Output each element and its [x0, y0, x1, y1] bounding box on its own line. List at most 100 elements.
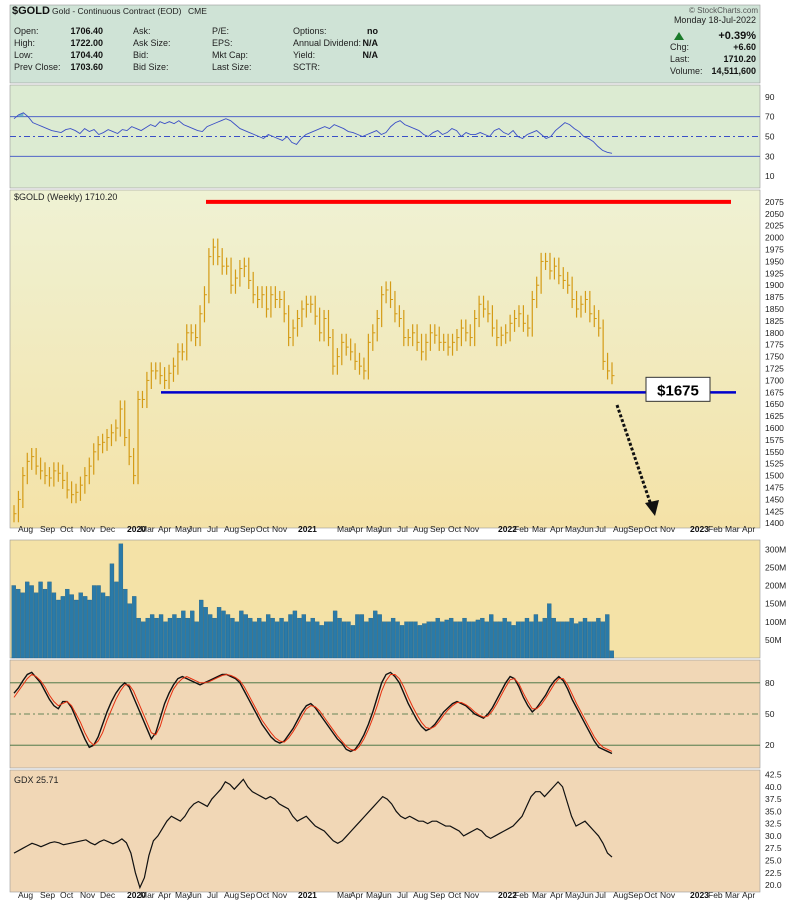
- x-tick-label: Jun: [378, 524, 392, 534]
- x-tick-label: Jul: [397, 890, 408, 900]
- y-tick-label: 1600: [765, 423, 784, 433]
- volume-bar: [149, 614, 155, 659]
- rsi-line: [13, 112, 613, 154]
- y-tick-label: 50M: [765, 635, 782, 645]
- volume-bar: [556, 621, 561, 659]
- volume-bar: [25, 581, 30, 659]
- y-tick-label: 1950: [765, 256, 784, 266]
- x-tick-label: Oct: [256, 890, 270, 900]
- y-tick-label: 150M: [765, 599, 786, 609]
- volume-bar: [252, 621, 257, 659]
- x-tick-label: Mar: [532, 890, 547, 900]
- volume-bar: [390, 617, 396, 659]
- field-label: Prev Close:: [14, 62, 61, 72]
- y-tick-label: 35.0: [765, 806, 782, 816]
- y-tick-label: 100M: [765, 617, 786, 627]
- x-tick-label: Sep: [240, 524, 255, 534]
- field-label: SCTR:: [293, 62, 320, 72]
- x-tick-label: Mar: [725, 890, 740, 900]
- x-tick-label: 2023: [690, 890, 709, 900]
- volume-bar: [359, 614, 365, 659]
- volume-bar: [480, 617, 485, 659]
- field-label: EPS:: [212, 38, 233, 48]
- field-value: 1706.40: [70, 26, 103, 36]
- volume-bar: [395, 621, 400, 659]
- volume-bar: [181, 610, 186, 659]
- y-tick-label: 1675: [765, 387, 784, 397]
- y-tick-label: 1400: [765, 518, 784, 528]
- volume-bar: [341, 621, 347, 659]
- x-tick-label: Feb: [514, 890, 529, 900]
- volume-bar: [257, 617, 262, 659]
- volume-bar: [448, 617, 454, 659]
- x-tick-label: Nov: [660, 524, 676, 534]
- x-tick-label: Oct: [448, 890, 462, 900]
- x-tick-label: May: [366, 890, 383, 900]
- x-tick-label: May: [366, 524, 383, 534]
- volume-bar: [261, 621, 266, 659]
- x-tick-label: Jul: [207, 890, 218, 900]
- field-label: Last Size:: [212, 62, 252, 72]
- gdx-line: [13, 778, 613, 890]
- x-tick-label: Nov: [80, 890, 96, 900]
- y-tick-label: 2050: [765, 209, 784, 219]
- volume-bar: [11, 585, 16, 659]
- x-tick-label: Nov: [464, 890, 480, 900]
- field-value: 14,511,600: [711, 66, 756, 76]
- x-tick-label: Nov: [464, 524, 480, 534]
- x-tick-label: Nov: [272, 524, 288, 534]
- x-tick-label: Jul: [595, 890, 606, 900]
- volume-bar: [274, 621, 280, 659]
- x-tick-label: 2022: [498, 524, 517, 534]
- volume-bar: [279, 617, 284, 659]
- y-tick-label: 22.5: [765, 868, 782, 878]
- volume-bar: [136, 617, 141, 659]
- field-label: Ask Size:: [133, 38, 171, 48]
- x-tick-label: 2023: [690, 524, 709, 534]
- y-tick-label: 2025: [765, 221, 784, 231]
- y-tick-label: 2075: [765, 197, 784, 207]
- volume-bar: [297, 617, 302, 659]
- y-tick-label: 42.5: [765, 769, 782, 779]
- y-tick-label: 1625: [765, 411, 784, 421]
- volume-bar: [65, 588, 70, 659]
- x-tick-label: Jul: [397, 524, 408, 534]
- volume-bar: [114, 581, 119, 659]
- x-tick-label: Aug: [224, 524, 239, 534]
- y-tick-label: 20.0: [765, 880, 782, 890]
- change-percent: +0.39%: [718, 30, 756, 42]
- volume-bar: [167, 617, 173, 659]
- volume-bar: [83, 596, 88, 659]
- stoch-k-line: [13, 671, 613, 755]
- volume-bar: [172, 614, 177, 659]
- field-label: Low:: [14, 50, 33, 60]
- volume-bar: [69, 594, 74, 659]
- field-value: 1704.40: [70, 50, 103, 60]
- volume-bar: [386, 621, 391, 659]
- volume-bar: [489, 614, 494, 659]
- x-tick-label: 2021: [298, 524, 317, 534]
- volume-bar: [440, 621, 445, 659]
- volume-bar: [453, 621, 458, 659]
- x-tick-label: Jun: [188, 890, 202, 900]
- x-tick-label: Feb: [708, 524, 723, 534]
- x-tick-label: Aug: [413, 524, 428, 534]
- x-tick-label: Aug: [18, 524, 33, 534]
- field-value: 1710.20: [723, 54, 756, 64]
- volume-bar: [457, 621, 463, 659]
- volume-bar: [38, 581, 43, 659]
- x-tick-label: Aug: [613, 524, 628, 534]
- x-tick-label: May: [565, 890, 582, 900]
- x-tick-label: Jun: [580, 890, 594, 900]
- volume-bar: [118, 543, 124, 659]
- x-tick-label: Aug: [413, 890, 428, 900]
- volume-bar: [29, 585, 34, 659]
- y-tick-label: 27.5: [765, 843, 782, 853]
- support-label-box: [645, 376, 711, 402]
- volume-bar: [377, 614, 382, 659]
- x-tick-label: Apr: [350, 524, 363, 534]
- volume-bar: [158, 614, 164, 659]
- y-tick-label: 1975: [765, 245, 784, 255]
